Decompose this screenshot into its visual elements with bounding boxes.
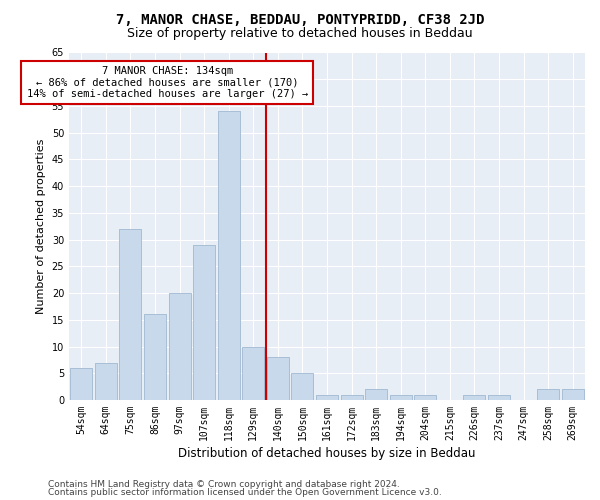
Bar <box>316 394 338 400</box>
Bar <box>119 229 142 400</box>
Text: 7 MANOR CHASE: 134sqm
← 86% of detached houses are smaller (170)
14% of semi-det: 7 MANOR CHASE: 134sqm ← 86% of detached … <box>26 66 308 99</box>
Bar <box>414 394 436 400</box>
X-axis label: Distribution of detached houses by size in Beddau: Distribution of detached houses by size … <box>178 447 476 460</box>
Bar <box>341 394 362 400</box>
Bar <box>144 314 166 400</box>
Bar <box>463 394 485 400</box>
Text: 7, MANOR CHASE, BEDDAU, PONTYPRIDD, CF38 2JD: 7, MANOR CHASE, BEDDAU, PONTYPRIDD, CF38… <box>116 12 484 26</box>
Bar <box>562 390 584 400</box>
Y-axis label: Number of detached properties: Number of detached properties <box>36 138 46 314</box>
Bar <box>389 394 412 400</box>
Bar <box>95 362 117 400</box>
Text: Size of property relative to detached houses in Beddau: Size of property relative to detached ho… <box>127 28 473 40</box>
Text: Contains HM Land Registry data © Crown copyright and database right 2024.: Contains HM Land Registry data © Crown c… <box>48 480 400 489</box>
Bar <box>169 293 191 400</box>
Bar <box>365 390 387 400</box>
Bar <box>70 368 92 400</box>
Bar <box>218 112 240 400</box>
Bar <box>242 346 265 400</box>
Bar <box>537 390 559 400</box>
Bar <box>193 245 215 400</box>
Bar <box>488 394 510 400</box>
Bar <box>267 357 289 400</box>
Bar <box>292 374 313 400</box>
Text: Contains public sector information licensed under the Open Government Licence v3: Contains public sector information licen… <box>48 488 442 497</box>
